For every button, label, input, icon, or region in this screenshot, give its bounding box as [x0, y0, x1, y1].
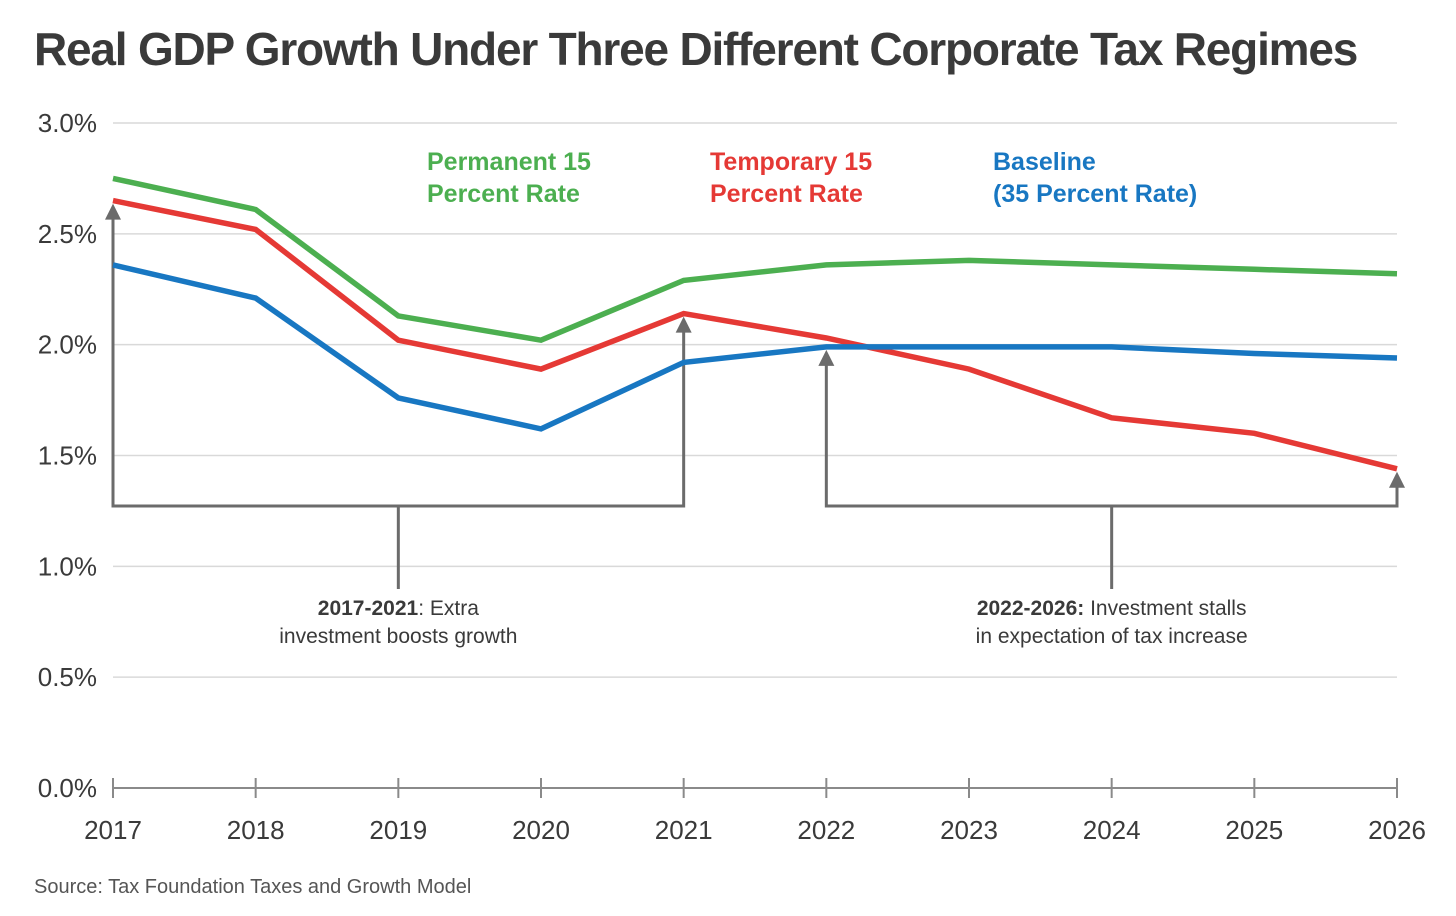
y-tick-label: 0.5%: [38, 662, 97, 692]
x-tick-label: 2021: [655, 815, 713, 845]
y-tick-label: 0.0%: [38, 773, 97, 803]
annotation-text-line1: 2022-2026: Investment stalls: [977, 597, 1247, 620]
annotation-arrowhead: [105, 203, 121, 220]
series-line-baseline: [112, 262, 1398, 432]
annotation-text-line1: 2017-2021: Extra: [318, 597, 479, 620]
y-tick-label: 2.0%: [38, 330, 97, 360]
annotation-bracket: [824, 363, 1399, 508]
annotation-2: 2022-2026: Investment stalls in expectati…: [818, 349, 1405, 648]
legend-labels: Permanent 15 Percent Rate Temporary 15 Perc…: [427, 148, 1197, 208]
annotation-arrowhead: [1389, 471, 1405, 488]
annotation-period: 2017-2021: [318, 597, 419, 620]
legend-label-line: (35 Percent Rate): [993, 180, 1197, 208]
series-lines: [112, 175, 1398, 472]
x-tick-label: 2020: [512, 815, 570, 845]
legend-label-line: Percent Rate: [427, 180, 580, 208]
annotation-arrowhead: [675, 316, 692, 333]
y-tick-label: 2.5%: [38, 219, 97, 249]
x-tick-label: 2019: [369, 815, 427, 845]
legend-label-line: Percent Rate: [710, 180, 863, 208]
annotation-text-line2: investment boosts growth: [279, 625, 517, 648]
annotation-arrowhead: [818, 349, 835, 366]
legend-label-baseline: Baseline (35 Percent Rate): [993, 148, 1197, 208]
y-axis-tick-labels: 0.0% 0.5% 1.0% 1.5% 2.0% 2.5% 3.0%: [38, 108, 97, 803]
legend-label-line: Temporary 15: [710, 148, 872, 176]
legend-label-line: Permanent 15: [427, 148, 591, 176]
x-tick-label: 2024: [1083, 815, 1141, 845]
x-tick-label: 2025: [1225, 815, 1283, 845]
y-tick-label: 3.0%: [38, 108, 97, 138]
annotation-description: Investment stalls: [1084, 597, 1246, 620]
series-line-permanent: [112, 175, 1398, 344]
annotation-1: 2017-2021: Extra investment boosts growth: [105, 203, 692, 648]
annotations: 2017-2021: Extra investment boosts growth…: [105, 203, 1405, 648]
series-line-temporary: [112, 197, 1398, 472]
annotation-text-line2: in expectation of tax increase: [976, 625, 1248, 648]
y-tick-label: 1.5%: [38, 441, 97, 471]
x-tick-label: 2026: [1368, 815, 1426, 845]
x-tick-label: 2018: [227, 815, 285, 845]
legend-label-permanent: Permanent 15 Percent Rate: [427, 148, 591, 208]
chart-title: Real GDP Growth Under Three Different Co…: [34, 23, 1358, 75]
y-tick-label: 1.0%: [38, 551, 97, 581]
x-tick-label: 2017: [84, 815, 142, 845]
annotation-bracket: [111, 217, 686, 508]
x-axis: 2017 2018 2019 2020 2021 2022 2023 2024 2025 2026: [84, 778, 1426, 845]
x-tick-label: 2022: [797, 815, 855, 845]
annotation-description: : Extra: [418, 597, 479, 620]
annotation-period: 2022-2026:: [977, 597, 1084, 620]
legend-label-temporary: Temporary 15 Percent Rate: [710, 148, 872, 208]
x-tick-label: 2023: [940, 815, 998, 845]
legend-label-line: Baseline: [993, 148, 1096, 176]
source-note: Source: Tax Foundation Taxes and Growth …: [34, 876, 472, 898]
